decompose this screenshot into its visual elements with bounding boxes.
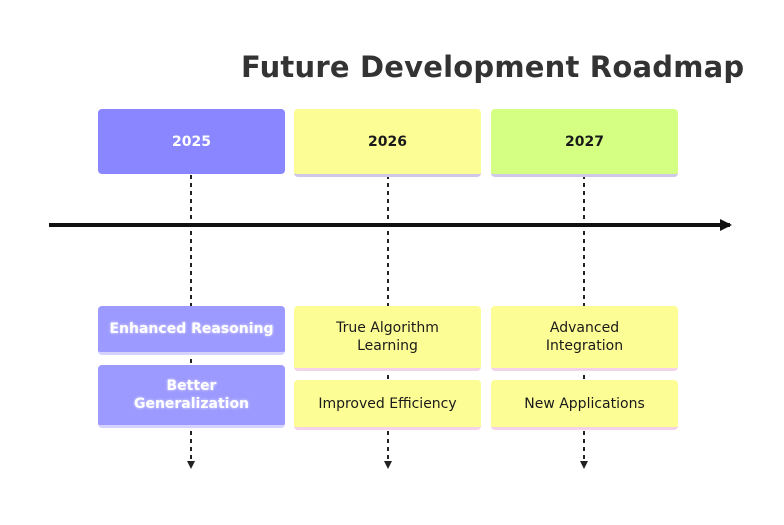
period-2027-label: 2027 — [565, 133, 604, 150]
event-2025-1-label: Enhanced Reasoning — [109, 321, 274, 337]
event-2025-1: Enhanced Reasoning — [98, 306, 285, 355]
period-2026-label: 2026 — [368, 133, 407, 150]
period-2027-header: 2027 — [491, 109, 678, 177]
event-2026-1: True Algorithm Learning — [294, 306, 481, 371]
event-2027-2-label: New Applications — [524, 395, 645, 412]
diagram-title: Future Development Roadmap — [241, 50, 745, 84]
event-2025-2-label: Better Generalization — [133, 378, 250, 412]
event-2027-1-label: Advanced Integration — [545, 320, 624, 354]
event-2026-2-label: Improved Efficiency — [318, 395, 457, 412]
event-2027-2: New Applications — [491, 380, 678, 430]
period-2026-header: 2026 — [294, 109, 481, 177]
period-2025-header: 2025 — [98, 109, 285, 174]
event-2025-2: Better Generalization — [98, 365, 285, 428]
event-2026-2: Improved Efficiency — [294, 380, 481, 430]
period-2025-label: 2025 — [172, 133, 211, 150]
event-2027-1: Advanced Integration — [491, 306, 678, 371]
event-2026-1-label: True Algorithm Learning — [336, 320, 439, 354]
